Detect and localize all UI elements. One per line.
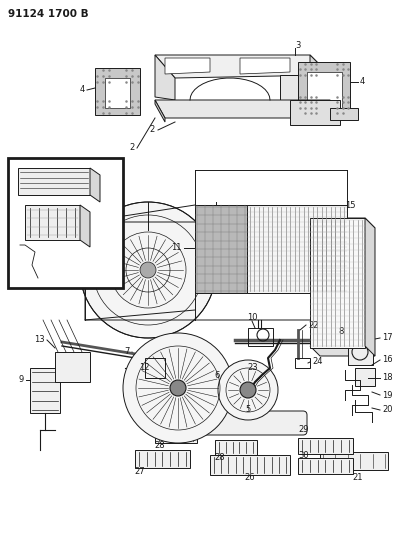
Text: 12: 12	[139, 364, 150, 373]
Polygon shape	[365, 218, 375, 356]
Text: 11: 11	[171, 244, 182, 253]
Text: 26: 26	[245, 473, 255, 482]
Bar	[298, 438, 353, 454]
Text: 7: 7	[125, 348, 130, 357]
Ellipse shape	[123, 333, 233, 443]
Polygon shape	[307, 72, 342, 108]
Text: 3: 3	[295, 41, 301, 50]
Bar	[135, 450, 190, 468]
Ellipse shape	[80, 202, 216, 338]
Ellipse shape	[140, 262, 156, 278]
Polygon shape	[155, 100, 165, 122]
Bar	[210, 455, 290, 475]
Bar	[310, 218, 365, 348]
Text: 6: 6	[215, 370, 220, 379]
Polygon shape	[240, 58, 290, 74]
Polygon shape	[280, 75, 330, 115]
Text: 10: 10	[247, 313, 257, 322]
Bar	[320, 452, 388, 470]
Bar	[355, 368, 375, 386]
Polygon shape	[80, 205, 90, 247]
Ellipse shape	[218, 360, 278, 420]
Text: 25: 25	[56, 276, 68, 285]
Text: 2: 2	[150, 125, 155, 134]
Text: 21: 21	[353, 473, 363, 482]
Polygon shape	[155, 55, 175, 100]
Polygon shape	[310, 75, 330, 115]
Polygon shape	[18, 168, 90, 195]
Bar	[195, 205, 247, 293]
Text: 2: 2	[130, 143, 135, 152]
Text: 5: 5	[246, 406, 251, 415]
Ellipse shape	[170, 380, 186, 396]
Text: 8: 8	[338, 327, 343, 336]
Bar	[30, 368, 60, 413]
Text: 9: 9	[19, 376, 24, 384]
Polygon shape	[290, 100, 340, 125]
Polygon shape	[155, 55, 330, 78]
Text: 4: 4	[360, 77, 365, 86]
Text: 1: 1	[73, 263, 78, 272]
Bar	[348, 340, 373, 365]
Polygon shape	[320, 90, 340, 110]
Text: 30: 30	[298, 450, 308, 459]
Polygon shape	[90, 168, 100, 202]
Text: 24: 24	[312, 358, 322, 367]
Polygon shape	[105, 78, 130, 108]
Polygon shape	[95, 68, 140, 115]
Polygon shape	[310, 218, 375, 228]
Text: 15: 15	[345, 200, 356, 209]
Bar	[247, 205, 347, 293]
Text: 27: 27	[135, 467, 145, 477]
Text: 13: 13	[34, 335, 45, 344]
Polygon shape	[330, 108, 358, 120]
Text: 18: 18	[382, 374, 392, 383]
Bar	[25, 205, 80, 240]
Polygon shape	[310, 346, 375, 356]
Polygon shape	[298, 62, 350, 115]
Polygon shape	[310, 55, 330, 115]
Text: 28: 28	[215, 454, 225, 463]
Text: 22: 22	[308, 320, 318, 329]
Bar	[8, 158, 123, 288]
Text: 19: 19	[382, 391, 392, 400]
Bar	[155, 428, 197, 443]
Text: 91124 1700 B: 91124 1700 B	[8, 9, 89, 19]
Polygon shape	[155, 100, 340, 118]
Text: 14: 14	[350, 225, 360, 235]
Text: 17: 17	[382, 334, 392, 343]
Text: 23: 23	[248, 364, 258, 373]
Text: 28: 28	[155, 440, 165, 449]
Text: 16: 16	[382, 356, 392, 365]
Text: 4: 4	[80, 85, 85, 94]
Text: 29: 29	[298, 425, 308, 434]
FancyBboxPatch shape	[194, 411, 307, 435]
Polygon shape	[165, 58, 210, 74]
Bar	[215, 440, 257, 455]
Bar	[248, 328, 273, 346]
Bar	[55, 352, 90, 382]
Bar	[298, 458, 353, 474]
Ellipse shape	[240, 382, 256, 398]
Text: 20: 20	[382, 406, 392, 415]
